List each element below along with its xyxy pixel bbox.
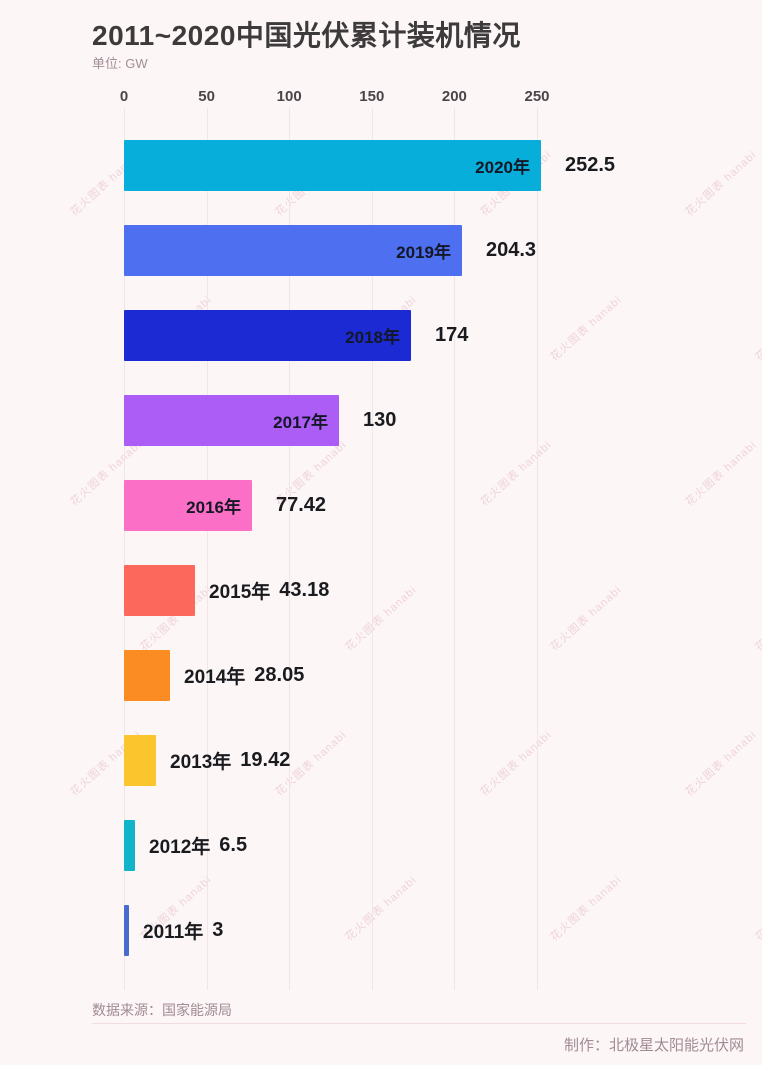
bar-year-label: 2016年 xyxy=(186,498,241,517)
bar-value-label: 174 xyxy=(435,324,469,346)
x-tick-label: 250 xyxy=(524,88,550,105)
gridline xyxy=(124,108,125,990)
bar-row: 2012年 6.5 xyxy=(0,820,762,871)
bar-value-label: 204.3 xyxy=(486,239,537,261)
bar-2017年: 2017年 xyxy=(124,395,339,446)
bar-row: 2017年 130 xyxy=(0,395,762,446)
gridline xyxy=(454,108,456,990)
bar-2015年 xyxy=(124,565,195,616)
bar-row: 2011年 3 xyxy=(0,905,762,956)
bar-row: 2013年 19.42 xyxy=(0,735,762,786)
bar-value-label: 77.42 xyxy=(276,494,327,516)
bar-2012年 xyxy=(124,820,135,871)
bar-year-value-label: 2011年 3 xyxy=(143,905,223,956)
gridline xyxy=(371,108,373,990)
chart-title: 2011~2020中国光伏累计装机情况 xyxy=(92,20,521,51)
x-tick-label: 50 xyxy=(198,88,215,105)
bar-year-label: 2017年 xyxy=(273,413,328,432)
bar-value-label: 6.5 xyxy=(219,834,248,856)
bar-2014年 xyxy=(124,650,170,701)
bar-year-label: 2019年 xyxy=(396,243,451,262)
bar-2016年: 2016年 xyxy=(124,480,252,531)
bar-year-value-label: 2013年 19.42 xyxy=(170,735,290,786)
bar-row: 2014年 28.05 xyxy=(0,650,762,701)
x-tick-label: 0 xyxy=(119,88,129,105)
bar-value-label: 28.05 xyxy=(254,664,305,686)
bar-year-value-label: 2015年 43.18 xyxy=(209,565,329,616)
footer-divider xyxy=(92,1023,746,1024)
bar-value-label: 130 xyxy=(363,409,397,431)
bar-2013年 xyxy=(124,735,156,786)
data-source-label: 数据来源：国家能源局 xyxy=(92,1002,232,1018)
bar-year-label: 2015年 xyxy=(209,582,271,603)
bar-year-value-label: 2014年 28.05 xyxy=(184,650,304,701)
bar-year-label: 2018年 xyxy=(345,328,400,347)
bar-2018年: 2018年 xyxy=(124,310,411,361)
bar-2019年: 2019年 xyxy=(124,225,462,276)
x-tick-label: 150 xyxy=(359,88,385,105)
bar-value-label: 252.5 xyxy=(565,154,616,176)
bar-year-label: 2020年 xyxy=(475,158,530,177)
bar-row: 2015年 43.18 xyxy=(0,565,762,616)
gridline xyxy=(289,108,291,990)
bar-2020年: 2020年 xyxy=(124,140,541,191)
bar-year-label: 2014年 xyxy=(184,667,246,688)
x-tick-label: 100 xyxy=(276,88,302,105)
bar-year-label: 2011年 xyxy=(143,922,204,943)
gridline xyxy=(206,108,208,990)
bar-value-label: 43.18 xyxy=(279,579,330,601)
bar-year-label: 2012年 xyxy=(149,837,211,858)
bar-row: 2016年 77.42 xyxy=(0,480,762,531)
bar-row: 2020年 252.5 xyxy=(0,140,762,191)
bar-year-label: 2013年 xyxy=(170,752,232,773)
bar-row: 2019年 204.3 xyxy=(0,225,762,276)
unit-label: 单位: GW xyxy=(92,56,148,71)
credit-label: 制作：北极星太阳能光伏网 xyxy=(563,1037,744,1054)
bar-row: 2018年 174 xyxy=(0,310,762,361)
bar-2011年 xyxy=(124,905,129,956)
gridline xyxy=(537,108,538,990)
bar-year-value-label: 2012年 6.5 xyxy=(149,820,247,871)
x-tick-label: 200 xyxy=(441,88,467,105)
bar-value-label: 3 xyxy=(212,919,224,941)
bar-value-label: 19.42 xyxy=(240,749,291,771)
